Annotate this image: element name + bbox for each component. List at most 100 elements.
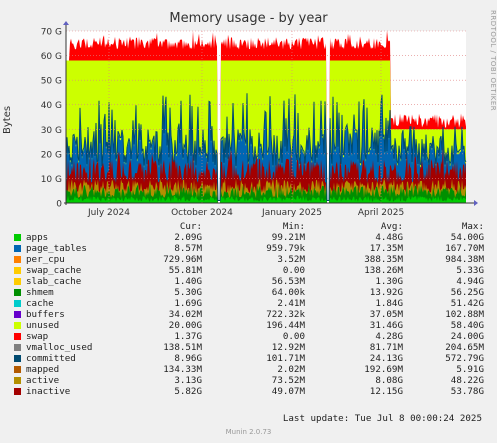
legend-value-avg: 4.48G <box>375 232 403 243</box>
legend-label: page_tables <box>26 243 87 254</box>
legend-value-min: 0.00 <box>282 331 305 342</box>
legend-value-avg: 388.35M <box>364 254 403 265</box>
y-tick-label: 10 G <box>41 175 62 185</box>
legend-value-max: 24.00G <box>450 331 484 342</box>
x-tick-label: April 2025 <box>358 208 404 218</box>
legend-swatch <box>14 245 21 252</box>
legend-label: vmalloc_used <box>26 342 93 353</box>
legend-value-min: 64.00k <box>271 287 305 298</box>
legend-row: swap 1.37G 0.00 4.28G 24.00G <box>0 331 497 342</box>
legend-value-cur: 134.33M <box>163 364 202 375</box>
x-tick-label: July 2024 <box>87 208 130 218</box>
legend-row: buffers 34.02M 722.32k 37.05M 102.88M <box>0 309 497 320</box>
legend-value-max: 4.94G <box>456 276 484 287</box>
legend-label: active <box>26 375 60 386</box>
legend-label: swap <box>26 331 49 342</box>
legend-row: swap_cache 55.81M 0.00 138.26M 5.33G <box>0 265 497 276</box>
legend-header-cur: Cur: <box>179 221 202 232</box>
legend-value-cur: 2.09G <box>174 232 202 243</box>
x-tick-label: January 2025 <box>261 208 322 218</box>
legend-value-avg: 17.35M <box>369 243 403 254</box>
legend-value-max: 5.33G <box>456 265 484 276</box>
legend-swatch <box>14 355 21 362</box>
legend-value-cur: 138.51M <box>163 342 202 353</box>
x-axis-arrow <box>474 200 478 206</box>
legend-row: inactive 5.82G 49.07M 12.15G 53.78G <box>0 386 497 397</box>
legend-label: cache <box>26 298 54 309</box>
munin-version: Munin 2.0.73 <box>225 428 272 436</box>
legend-swatch <box>14 377 21 384</box>
legend-swatch <box>14 256 21 263</box>
legend-value-max: 51.42G <box>450 298 484 309</box>
legend-value-min: 2.41M <box>277 298 305 309</box>
legend-row: page_tables 8.57M 959.79k 17.35M 167.70M <box>0 243 497 254</box>
legend-value-cur: 3.13G <box>174 375 202 386</box>
legend-swatch <box>14 333 21 340</box>
legend-value-cur: 55.81M <box>168 265 202 276</box>
legend-value-avg: 24.13G <box>369 353 403 364</box>
y-tick-label: 20 G <box>41 150 62 160</box>
legend-label: swap_cache <box>26 265 82 276</box>
legend-label: unused <box>26 320 60 331</box>
legend-label: per_cpu <box>26 254 65 265</box>
y-tick-label: 60 G <box>41 52 62 62</box>
legend-value-cur: 8.57M <box>174 243 202 254</box>
legend-header-min: Min: <box>282 221 305 232</box>
inactive-area <box>66 145 466 203</box>
y-axis-arrow <box>63 21 69 25</box>
legend-value-avg: 8.08G <box>375 375 403 386</box>
legend-value-max: 572.79G <box>445 353 484 364</box>
legend-row: per_cpu 729.96M 3.52M 388.35M 984.38M <box>0 254 497 265</box>
watermark-label: RRDTOOL / TOBI OETIKER <box>489 10 497 112</box>
legend-row: active 3.13G 73.52M 8.08G 48.22G <box>0 375 497 386</box>
legend-value-min: 49.07M <box>271 386 305 397</box>
legend-value-max: 984.38M <box>445 254 484 265</box>
legend-header-avg: Avg: <box>380 221 403 232</box>
y-tick-label: 50 G <box>41 77 62 87</box>
legend-value-max: 54.00G <box>450 232 484 243</box>
y-tick-label: 40 G <box>41 101 62 111</box>
legend-swatch <box>14 322 21 329</box>
last-update: Last update: Tue Jul 8 00:00:24 2025 <box>282 413 482 424</box>
legend-swatch <box>14 234 21 241</box>
legend-value-cur: 34.02M <box>168 309 202 320</box>
legend-value-max: 167.70M <box>445 243 484 254</box>
legend-value-min: 73.52M <box>271 375 305 386</box>
legend-header-max: Max: <box>461 221 484 232</box>
legend-value-min: 2.02M <box>277 364 305 375</box>
legend-value-avg: 1.30G <box>375 276 403 287</box>
legend-value-cur: 20.00G <box>168 320 202 331</box>
y-tick-label: 0 <box>56 200 62 210</box>
legend-swatch <box>14 289 21 296</box>
legend-label: committed <box>26 353 76 364</box>
legend-row: vmalloc_used 138.51M 12.92M 81.71M 204.65M <box>0 342 497 353</box>
legend-swatch <box>14 311 21 318</box>
apps-area <box>66 195 466 203</box>
legend-swatch <box>14 366 21 373</box>
legend-row: cache 1.69G 2.41M 1.84G 51.42G <box>0 298 497 309</box>
legend-row: committed 8.96G 101.71M 24.13G 572.79G <box>0 353 497 364</box>
y-tick-label: 70 G <box>41 28 62 38</box>
legend-label: shmem <box>26 287 54 298</box>
legend-swatch <box>14 267 21 274</box>
legend-value-max: 5.91G <box>456 364 484 375</box>
legend-label: apps <box>26 232 49 243</box>
legend-value-max: 53.78G <box>450 386 484 397</box>
legend-value-avg: 37.05M <box>369 309 403 320</box>
plot-area: 0 10 G 20 G 30 G 40 G 50 G 60 G 70 G July 2024 Oc… <box>41 21 478 218</box>
legend-value-avg: 192.69M <box>364 364 403 375</box>
legend-value-max: 48.22G <box>450 375 484 386</box>
legend-value-avg: 4.28G <box>375 331 403 342</box>
legend-value-max: 102.88M <box>445 309 484 320</box>
legend-value-min: 101.71M <box>266 353 305 364</box>
legend-value-min: 99.21M <box>271 232 305 243</box>
legend-value-min: 3.52M <box>277 254 305 265</box>
legend-value-min: 196.44M <box>266 320 305 331</box>
legend-value-avg: 31.46G <box>369 320 403 331</box>
legend-swatch <box>14 388 21 395</box>
legend-value-min: 56.53M <box>271 276 305 287</box>
legend-value-cur: 729.96M <box>163 254 202 265</box>
legend-value-cur: 1.37G <box>174 331 202 342</box>
legend-label: buffers <box>26 309 65 320</box>
